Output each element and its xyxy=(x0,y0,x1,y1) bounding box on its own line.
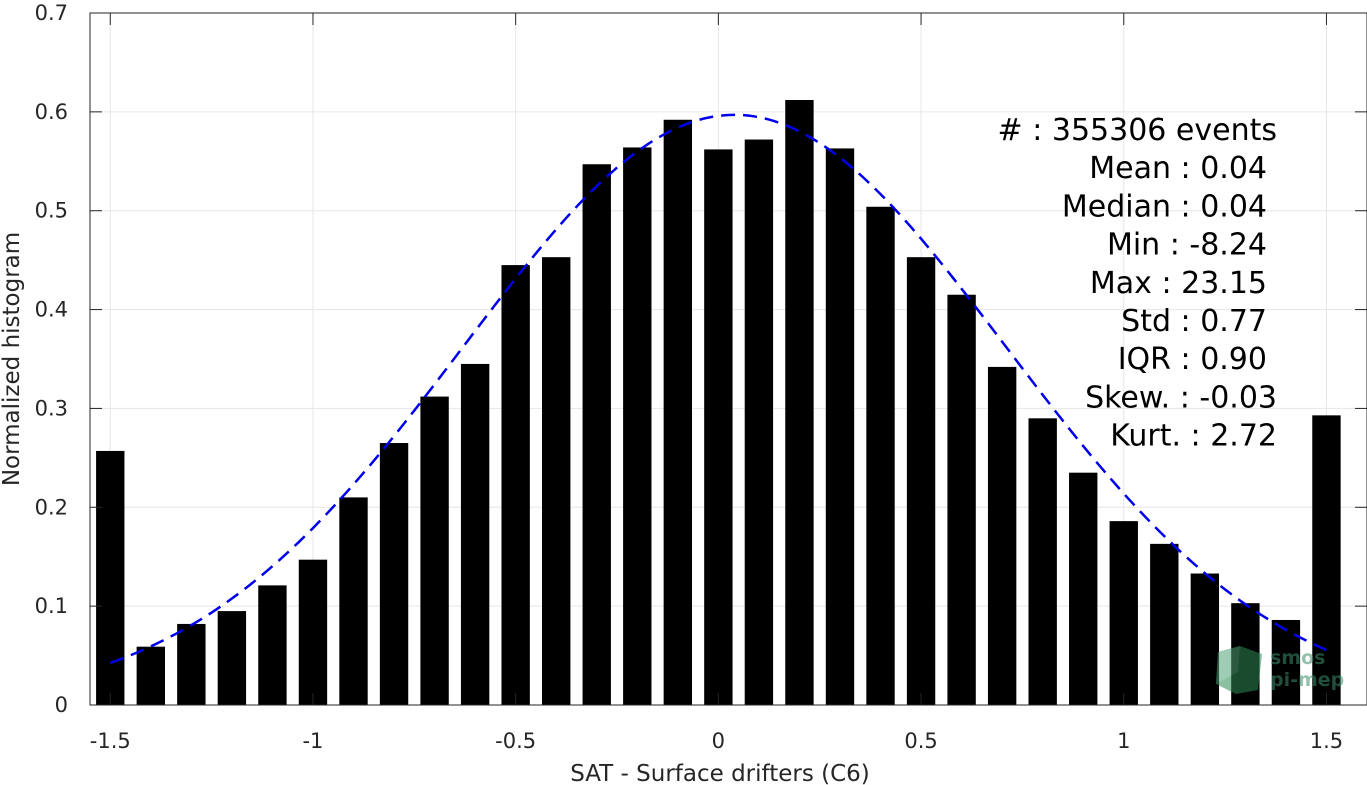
x-tick-label: 0.5 xyxy=(904,729,937,753)
x-tick-label: -1 xyxy=(302,729,323,753)
histogram-bar xyxy=(217,611,247,705)
histogram-bar xyxy=(258,585,287,705)
axes-box xyxy=(89,12,1367,706)
histogram-bar xyxy=(177,623,206,705)
histogram-bar xyxy=(339,497,368,705)
histogram-bar xyxy=(460,363,490,705)
histogram-bar xyxy=(623,147,652,706)
statistics-line: Std : 0.77 xyxy=(1121,304,1267,339)
y-tick-label: 0.7 xyxy=(35,1,68,25)
histogram-bar xyxy=(96,450,125,705)
histogram-bar xyxy=(1028,418,1057,705)
smos-pi-mep-logo: smos pi-mep xyxy=(1216,646,1344,694)
histogram-bar xyxy=(947,294,976,705)
x-tick-labels: -1.5 -1 -0.5 0 0.5 1 1.5 xyxy=(90,729,1343,753)
histogram-bar xyxy=(825,148,855,706)
y-tick-labels: 0 0.1 0.2 0.3 0.4 0.5 0.6 0.7 xyxy=(35,1,68,717)
histogram-bar xyxy=(501,265,530,705)
histogram-bar xyxy=(1190,573,1220,705)
statistics-line: Min : -8.24 xyxy=(1107,228,1267,263)
histogram-bar xyxy=(906,257,936,705)
statistics-line: # : 355306 events xyxy=(998,113,1277,148)
histogram-bar xyxy=(136,646,165,705)
y-tick-label: 0.4 xyxy=(35,298,68,322)
y-tick-label: 0.5 xyxy=(35,199,68,223)
histogram-bars xyxy=(96,99,1341,706)
statistics-line: Max : 23.15 xyxy=(1090,266,1267,301)
histogram-bar xyxy=(866,206,895,705)
statistics-line: IQR : 0.90 xyxy=(1118,342,1267,377)
histogram-bar xyxy=(542,257,571,705)
histogram-bar xyxy=(785,99,814,706)
histogram-bar xyxy=(744,139,774,706)
histogram-bar xyxy=(379,443,409,705)
gaussian-fit-curve xyxy=(109,113,1327,665)
histogram-bar xyxy=(704,149,733,705)
histogram-bar xyxy=(987,366,1017,705)
logo-text-pi-mep: pi-mep xyxy=(1270,669,1344,691)
statistics-line: Skew. : -0.03 xyxy=(1085,380,1277,415)
histogram-bar xyxy=(582,164,611,705)
statistics-line: Median : 0.04 xyxy=(1062,189,1267,224)
histogram-bar xyxy=(1069,472,1098,705)
histogram-bar xyxy=(420,396,449,705)
statistics-line: Kurt. : 2.72 xyxy=(1110,419,1277,454)
y-tick-label: 0.3 xyxy=(35,396,68,420)
x-tick-label: 0 xyxy=(712,729,725,753)
x-tick-label: -0.5 xyxy=(495,729,536,753)
x-tick-label: 1.5 xyxy=(1310,729,1343,753)
histogram-bar xyxy=(298,559,328,705)
logo-text-smos: smos xyxy=(1270,647,1325,669)
logo-icon-facet xyxy=(1216,646,1240,684)
histogram-bar xyxy=(1109,521,1138,705)
y-tick-label: 0 xyxy=(55,693,68,717)
y-axis-label: Normalized histogram xyxy=(0,232,25,486)
histogram-bar xyxy=(1150,543,1179,705)
y-tick-label: 0.6 xyxy=(35,100,68,124)
x-tick-label: -1.5 xyxy=(90,729,131,753)
y-tick-label: 0.2 xyxy=(35,495,68,519)
x-axis-label: SAT - Surface drifters (C6) xyxy=(570,761,870,785)
histogram-bar xyxy=(663,119,693,705)
y-tick-label: 0.1 xyxy=(35,594,68,618)
statistics-line: Mean : 0.04 xyxy=(1089,151,1267,186)
histogram-bar xyxy=(1312,415,1341,705)
axes xyxy=(89,12,1367,706)
x-tick-label: 1 xyxy=(1117,729,1130,753)
